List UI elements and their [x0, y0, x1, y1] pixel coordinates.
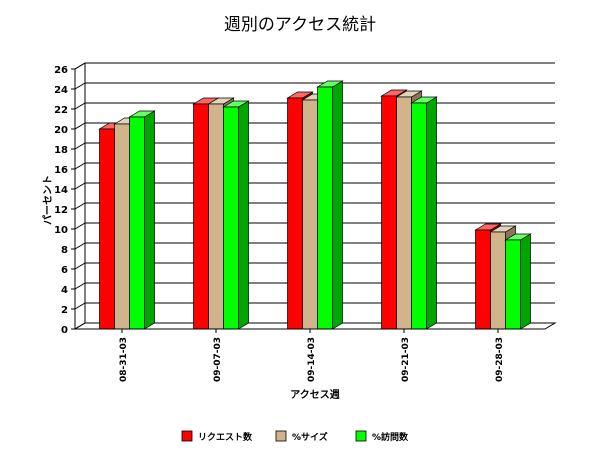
bar-2	[410, 96, 438, 330]
bar-front	[505, 239, 521, 330]
gridline-diagonal	[74, 182, 86, 190]
legend-label: %訪問数	[372, 431, 409, 443]
y-tick-label: 8	[61, 245, 68, 256]
legend-item: %訪問数	[355, 430, 409, 443]
bar-front	[193, 103, 209, 330]
x-axis-label: アクセス週	[290, 389, 340, 401]
y-axis-top	[74, 62, 86, 70]
x-tick-label: 09-21-03	[401, 337, 411, 382]
y-tick-label: 0	[61, 325, 68, 336]
gridline-diagonal	[74, 202, 86, 210]
gridline-diagonal	[74, 322, 86, 330]
bar-front	[99, 128, 115, 330]
y-tick-label: 10	[54, 225, 68, 236]
bar-2	[504, 233, 532, 330]
bar-2	[128, 110, 156, 330]
legend-item: リクエスト数	[181, 430, 253, 443]
chart-title: 週別のアクセス統計	[224, 15, 376, 35]
bar-side	[144, 110, 155, 330]
bar-front	[208, 103, 224, 330]
y-tick-label: 18	[54, 145, 68, 156]
y-tick-label: 22	[54, 105, 68, 116]
bar-front	[114, 123, 130, 330]
y-tick-label: 2	[61, 305, 68, 316]
gridline-diagonal	[74, 242, 86, 250]
gridline-diagonal	[74, 302, 86, 310]
bar-front	[475, 229, 491, 330]
bar-2	[316, 80, 344, 330]
legend-item: %サイズ	[275, 430, 328, 443]
x-tick-label: 09-28-03	[495, 337, 505, 382]
gridline-diagonal	[74, 142, 86, 150]
legend-swatch	[355, 430, 367, 442]
legend-swatch	[181, 430, 193, 442]
y-tick-label: 14	[54, 185, 68, 196]
legend-swatch	[275, 430, 287, 442]
bar-front	[287, 97, 303, 330]
bar-2	[222, 100, 250, 330]
legend-label: リクエスト数	[198, 431, 253, 443]
y-tick-label: 6	[61, 265, 68, 276]
bar-front	[490, 231, 506, 330]
y-tick-label: 12	[54, 205, 68, 216]
bar-front	[381, 95, 397, 330]
bar-front	[411, 102, 427, 330]
bar-front	[317, 86, 333, 330]
gridline-diagonal	[74, 162, 86, 170]
bar-side	[332, 80, 343, 330]
gridline-diagonal	[74, 262, 86, 270]
y-axis-label: パーセント	[42, 175, 54, 225]
y-tick-label: 16	[54, 165, 68, 176]
legend: リクエスト数 %サイズ %訪問数	[181, 430, 409, 443]
y-tick-label: 26	[54, 65, 68, 76]
gridline-diagonal	[74, 222, 86, 230]
x-tick-label: 08-31-03	[119, 337, 129, 382]
bar-side	[238, 100, 249, 330]
bar-front	[302, 99, 318, 330]
gridline-diagonal	[74, 102, 86, 110]
bar-front	[129, 116, 145, 330]
y-tick-label: 24	[54, 85, 68, 96]
bar-side	[520, 233, 531, 330]
gridline-diagonal	[74, 282, 86, 290]
gridline-diagonal	[74, 122, 86, 130]
bar-front	[396, 96, 412, 330]
legend-label: %サイズ	[292, 431, 328, 443]
x-tick-label: 09-07-03	[213, 337, 223, 382]
bar-front	[223, 106, 239, 330]
gridline-diagonal	[74, 82, 86, 90]
x-tick-label: 09-14-03	[307, 337, 317, 382]
y-tick-label: 4	[61, 285, 68, 296]
bar-side	[426, 96, 437, 330]
bars	[98, 80, 532, 330]
y-tick-label: 20	[54, 125, 68, 136]
